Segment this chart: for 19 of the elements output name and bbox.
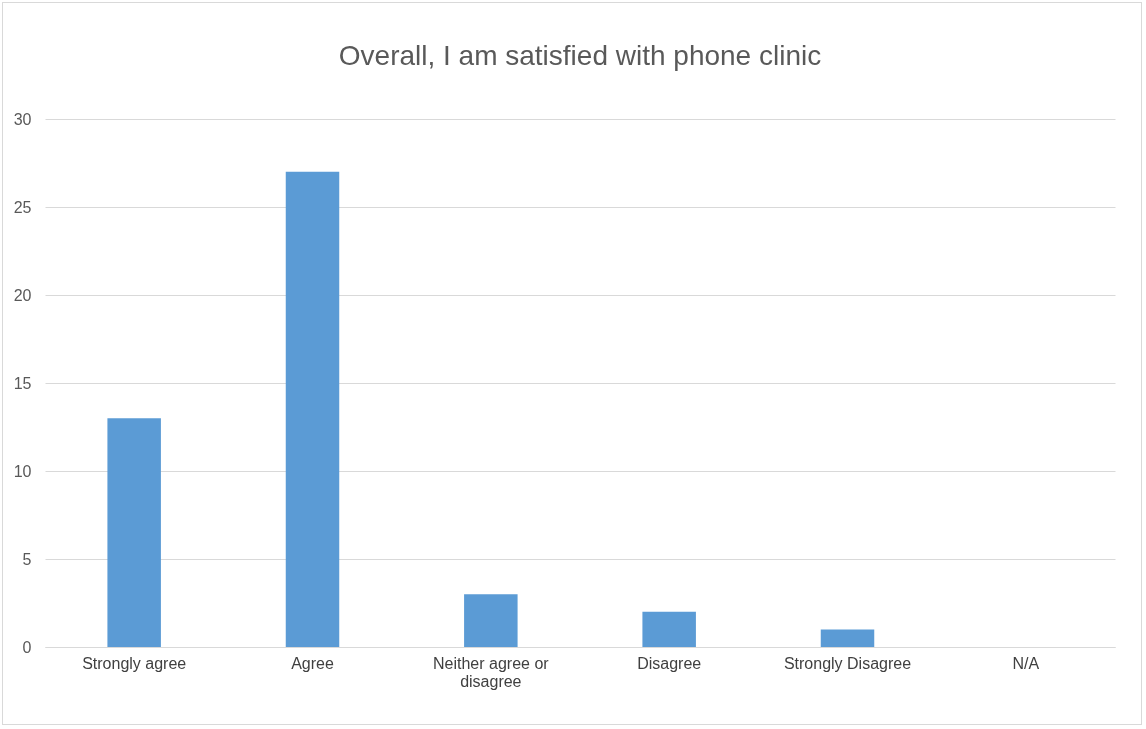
bar <box>820 629 875 647</box>
y-tick-label: 10 <box>13 462 32 480</box>
x-tick-label: Disagree <box>637 654 702 672</box>
y-tick-label: 0 <box>22 638 32 656</box>
y-tick-label: 25 <box>13 198 32 216</box>
x-tick-label: Neither agree or disagree <box>433 654 550 690</box>
x-tick-label: Agree <box>291 654 334 672</box>
y-tick-label: 15 <box>13 374 32 392</box>
y-tick-label: 20 <box>13 286 32 304</box>
x-tick-label: Strongly agree <box>82 654 187 672</box>
bar <box>464 594 518 647</box>
y-tick-label: 5 <box>22 550 32 568</box>
bar <box>107 418 161 647</box>
y-tick-label: 30 <box>13 110 32 128</box>
chart-title: Overall, I am satisfied with phone clinic <box>338 40 822 71</box>
bar <box>285 171 340 647</box>
x-tick-label: Strongly Disagree <box>783 654 912 672</box>
x-tick-label: N/A <box>1012 654 1040 672</box>
bar <box>642 611 696 647</box>
